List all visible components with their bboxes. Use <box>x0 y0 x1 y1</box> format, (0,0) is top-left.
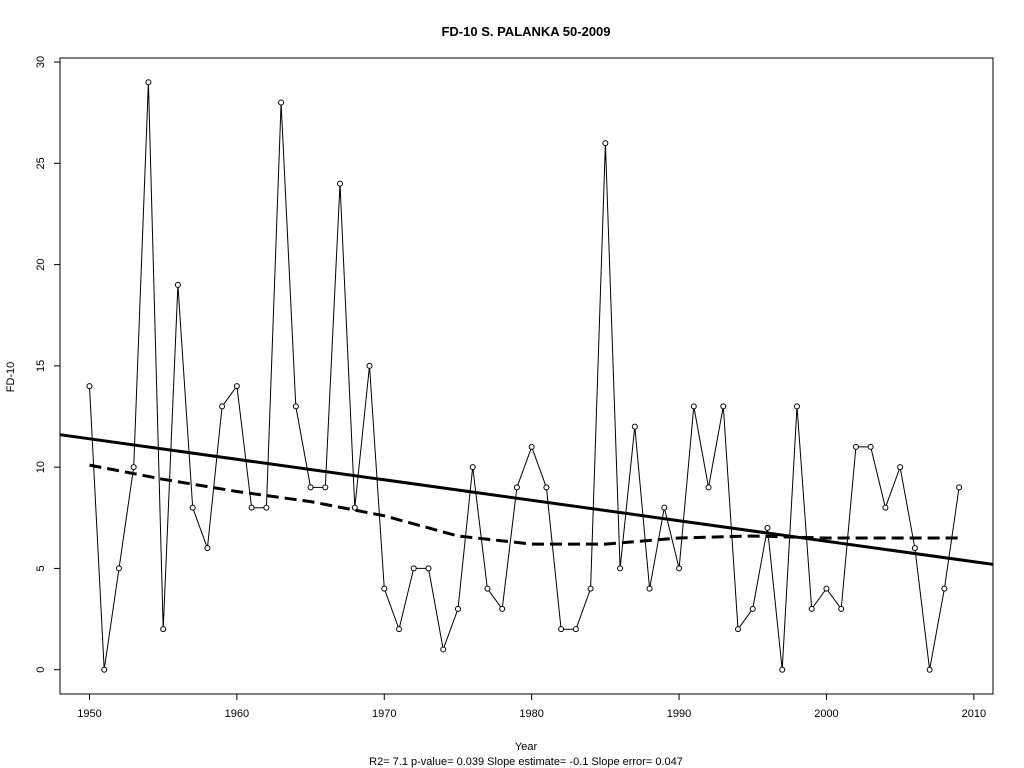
plot-frame <box>59 57 994 695</box>
data-point <box>337 180 344 187</box>
data-point <box>823 585 830 592</box>
data-point <box>882 504 889 511</box>
x-axis: 1950 1960 1970 1980 1990 2000 2010 <box>77 694 986 720</box>
y-tick-label: 20 <box>35 258 47 270</box>
chart-title: FD-10 S. PALANKA 50-2009 <box>441 24 610 39</box>
observed-series-line <box>89 82 960 670</box>
data-point <box>646 585 653 592</box>
x-tick-label: 1990 <box>667 708 691 720</box>
data-point <box>469 464 476 471</box>
smoothed-trend-line <box>89 463 960 546</box>
data-point <box>749 605 756 612</box>
data-point <box>145 79 152 86</box>
y-tick-label: 0 <box>35 667 47 673</box>
data-point <box>690 403 697 410</box>
data-point <box>233 383 240 390</box>
data-point <box>440 646 447 653</box>
data-point <box>174 281 181 288</box>
y-tick-label: 25 <box>35 157 47 169</box>
data-point <box>838 605 845 612</box>
data-point <box>661 504 668 511</box>
data-point <box>941 585 948 592</box>
series-layer <box>59 79 994 673</box>
y-axis-label: FD-10 <box>5 362 17 393</box>
data-point <box>130 464 137 471</box>
y-axis: 0 5 10 15 20 25 30 <box>35 56 60 673</box>
data-point <box>587 585 594 592</box>
data-point <box>204 545 211 552</box>
y-tick-label: 10 <box>35 461 47 473</box>
data-point <box>676 565 683 572</box>
stats-footnote: R2= 7.1 p-value= 0.039 Slope estimate= -… <box>369 756 683 768</box>
x-axis-label: Year <box>515 741 538 753</box>
data-point <box>897 464 904 471</box>
data-point <box>956 484 963 491</box>
data-point <box>631 423 638 430</box>
data-point <box>513 484 520 491</box>
data-point <box>307 484 314 491</box>
data-point <box>926 666 933 673</box>
data-point <box>410 565 417 572</box>
data-point <box>484 585 491 592</box>
data-point <box>425 565 432 572</box>
data-point <box>735 626 742 633</box>
data-point <box>720 403 727 410</box>
x-tick-label: 1970 <box>372 708 396 720</box>
data-point <box>867 443 874 450</box>
data-point <box>911 545 918 552</box>
data-point <box>278 99 285 106</box>
data-point <box>543 484 550 491</box>
data-point <box>499 605 506 612</box>
data-point <box>779 666 786 673</box>
data-point <box>852 443 859 450</box>
data-point <box>793 403 800 410</box>
x-tick-label: 1960 <box>225 708 249 720</box>
x-tick-label: 1980 <box>519 708 543 720</box>
data-point <box>115 565 122 572</box>
y-tick-label: 30 <box>35 56 47 68</box>
data-point <box>572 626 579 633</box>
data-point <box>764 524 771 531</box>
data-point <box>189 504 196 511</box>
data-point <box>454 605 461 612</box>
x-tick-label: 1950 <box>77 708 101 720</box>
linear-trend-line <box>59 433 994 566</box>
data-point <box>396 626 403 633</box>
data-point <box>381 585 388 592</box>
data-point <box>528 443 535 450</box>
data-point <box>602 140 609 147</box>
y-tick-label: 15 <box>35 360 47 372</box>
data-point <box>366 362 373 369</box>
data-point <box>292 403 299 410</box>
data-point <box>160 626 167 633</box>
data-point <box>101 666 108 673</box>
data-point <box>219 403 226 410</box>
data-point <box>322 484 329 491</box>
y-tick-label: 5 <box>35 565 47 571</box>
data-point <box>86 383 93 390</box>
data-point <box>248 504 255 511</box>
data-point <box>558 626 565 633</box>
x-tick-label: 2000 <box>814 708 838 720</box>
data-point <box>617 565 624 572</box>
data-point <box>808 605 815 612</box>
x-tick-label: 2010 <box>962 708 986 720</box>
data-point <box>263 504 270 511</box>
data-point <box>705 484 712 491</box>
